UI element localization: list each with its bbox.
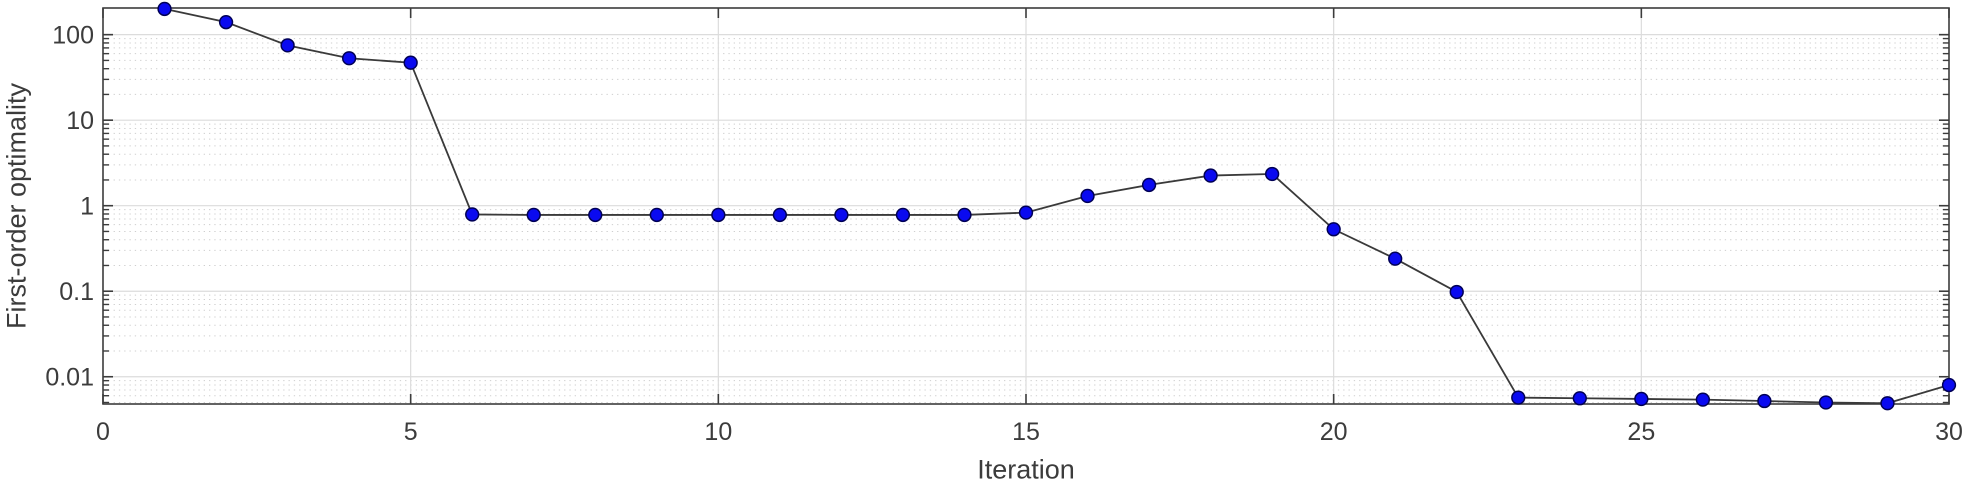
x-axis-label: Iteration bbox=[977, 454, 1075, 485]
data-point bbox=[465, 207, 480, 222]
data-point bbox=[1203, 168, 1218, 183]
data-point bbox=[834, 207, 849, 223]
x-tick-label: 10 bbox=[704, 418, 732, 446]
data-point bbox=[1880, 396, 1895, 411]
data-point bbox=[588, 207, 603, 223]
data-line bbox=[164, 8, 1950, 405]
y-axis-label: First-order optimality bbox=[1, 82, 32, 330]
data-point bbox=[1572, 391, 1587, 406]
data-point bbox=[1757, 393, 1772, 409]
y-tick-label: 0.01 bbox=[45, 364, 94, 392]
data-point bbox=[1018, 205, 1034, 220]
data-point bbox=[1449, 284, 1464, 300]
x-tick-label: 0 bbox=[96, 418, 110, 446]
y-tick-label: 10 bbox=[66, 107, 94, 135]
data-point bbox=[1941, 377, 1957, 393]
x-tick-label: 30 bbox=[1935, 418, 1963, 446]
x-tick-label: 5 bbox=[404, 418, 418, 446]
x-tick-label: 20 bbox=[1320, 418, 1348, 446]
data-point bbox=[1326, 222, 1341, 237]
data-point bbox=[772, 207, 788, 223]
data-point bbox=[1818, 395, 1834, 410]
data-point bbox=[1388, 251, 1403, 266]
axes-box bbox=[102, 7, 1950, 405]
data-point bbox=[280, 38, 295, 53]
data-point bbox=[1695, 392, 1711, 407]
y-tick-label: 1 bbox=[80, 193, 94, 221]
data-point bbox=[403, 55, 418, 70]
x-tick-label: 15 bbox=[1012, 418, 1040, 446]
data-point bbox=[1080, 188, 1095, 204]
data-point bbox=[649, 207, 664, 223]
data-point bbox=[957, 207, 972, 223]
data-point bbox=[157, 1, 172, 17]
data-point bbox=[1634, 391, 1649, 407]
data-point bbox=[218, 15, 234, 30]
data-point bbox=[341, 51, 357, 66]
data-point bbox=[526, 207, 541, 223]
data-point bbox=[1511, 390, 1526, 405]
x-tick-label: 25 bbox=[1627, 418, 1655, 446]
data-point bbox=[1264, 166, 1280, 182]
data-point bbox=[1141, 177, 1157, 193]
data-point bbox=[895, 207, 911, 223]
data-point bbox=[711, 207, 726, 223]
y-tick-label: 100 bbox=[52, 22, 94, 50]
y-tick-label: 0.1 bbox=[59, 278, 94, 306]
